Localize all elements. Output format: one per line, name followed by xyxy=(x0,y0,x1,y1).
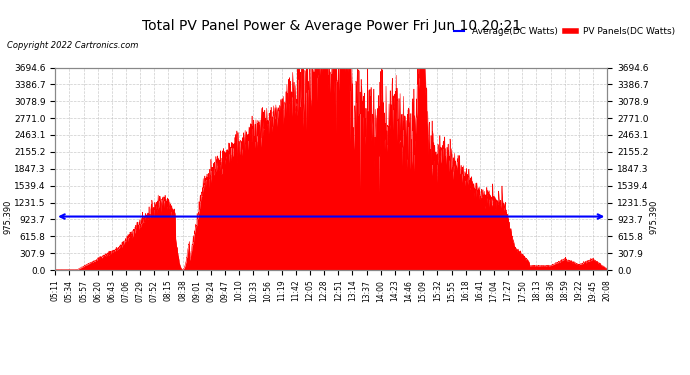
Text: 975.390: 975.390 xyxy=(3,200,13,234)
Legend: Average(DC Watts), PV Panels(DC Watts): Average(DC Watts), PV Panels(DC Watts) xyxy=(450,23,678,39)
Text: Copyright 2022 Cartronics.com: Copyright 2022 Cartronics.com xyxy=(7,41,138,50)
Text: 975.390: 975.390 xyxy=(649,200,659,234)
Text: Total PV Panel Power & Average Power Fri Jun 10 20:21: Total PV Panel Power & Average Power Fri… xyxy=(141,19,521,33)
